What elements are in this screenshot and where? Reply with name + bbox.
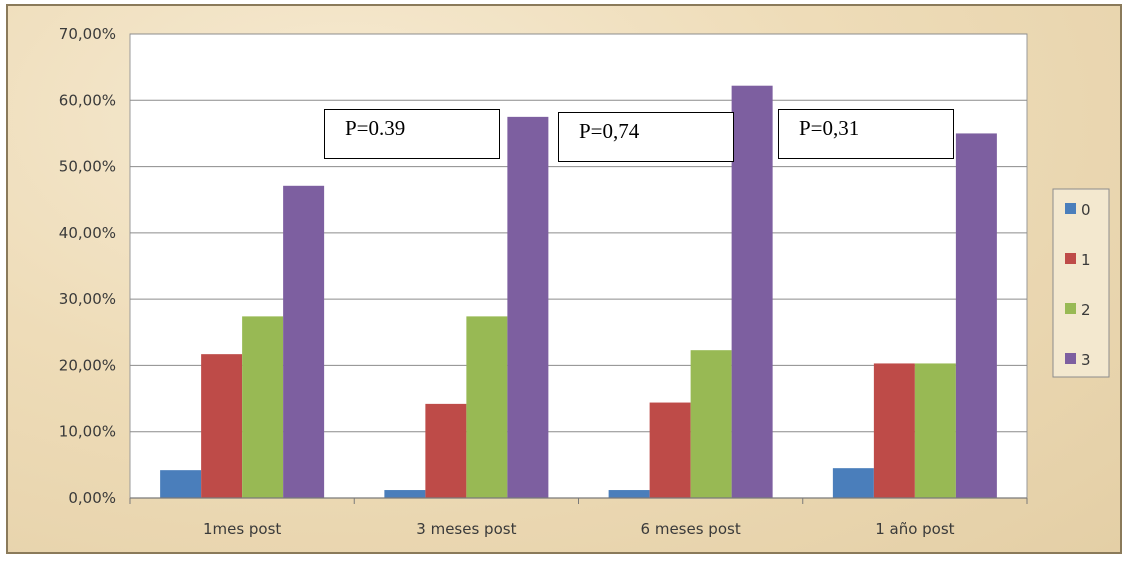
bar-0-3 xyxy=(608,490,650,498)
x-category-label: 1mes post xyxy=(203,520,281,538)
bar-chart: 0,00% 10,00% 20,00% 30,00% 40,00% 50,00% 60,00… xyxy=(59,25,1110,538)
bar-3-1 xyxy=(283,185,325,498)
bar-2-2 xyxy=(466,316,508,498)
x-category-label: 3 meses post xyxy=(416,520,516,538)
y-tick-label: 40,00% xyxy=(59,224,116,242)
legend-swatch-1 xyxy=(1065,253,1076,264)
x-category-label: 6 meses post xyxy=(641,520,741,538)
legend-label-3: 3 xyxy=(1081,351,1091,369)
x-category-label: 1 año post xyxy=(875,520,954,538)
bar-3-3 xyxy=(731,85,773,499)
bar-3-2 xyxy=(507,116,549,498)
legend-swatch-3 xyxy=(1065,353,1076,364)
p-value-annotation-2: P=0,74 xyxy=(558,112,734,162)
legend-box xyxy=(1052,188,1110,378)
bar-2-4 xyxy=(914,363,956,498)
y-tick-label: 60,00% xyxy=(59,91,116,109)
y-tick-label: 30,00% xyxy=(59,290,116,308)
bar-0-1 xyxy=(160,470,202,498)
bar-0-4 xyxy=(832,468,874,498)
bar-0-2 xyxy=(384,490,426,498)
bar-1-2 xyxy=(425,403,467,498)
y-tick-label: 10,00% xyxy=(59,423,116,441)
legend-label-0: 0 xyxy=(1081,201,1091,219)
legend-label-2: 2 xyxy=(1081,301,1091,319)
bar-3-4 xyxy=(955,133,997,498)
y-tick-label: 0,00% xyxy=(68,489,116,507)
legend-swatch-0 xyxy=(1065,203,1076,214)
y-tick-label: 50,00% xyxy=(59,158,116,176)
legend-label-1: 1 xyxy=(1081,251,1091,269)
chart-frame: 0,00% 10,00% 20,00% 30,00% 40,00% 50,00% 60,00… xyxy=(6,4,1122,554)
y-tick-label: 70,00% xyxy=(59,25,116,43)
y-tick-label: 20,00% xyxy=(59,356,116,374)
bar-2-3 xyxy=(690,350,732,498)
bar-2-1 xyxy=(242,316,284,498)
bar-1-4 xyxy=(873,363,915,498)
p-value-annotation-3: P=0,31 xyxy=(778,109,954,159)
legend-swatch-2 xyxy=(1065,303,1076,314)
p-value-annotation-1: P=0.39 xyxy=(324,109,500,159)
bar-1-1 xyxy=(201,354,243,498)
bar-1-3 xyxy=(649,402,691,498)
